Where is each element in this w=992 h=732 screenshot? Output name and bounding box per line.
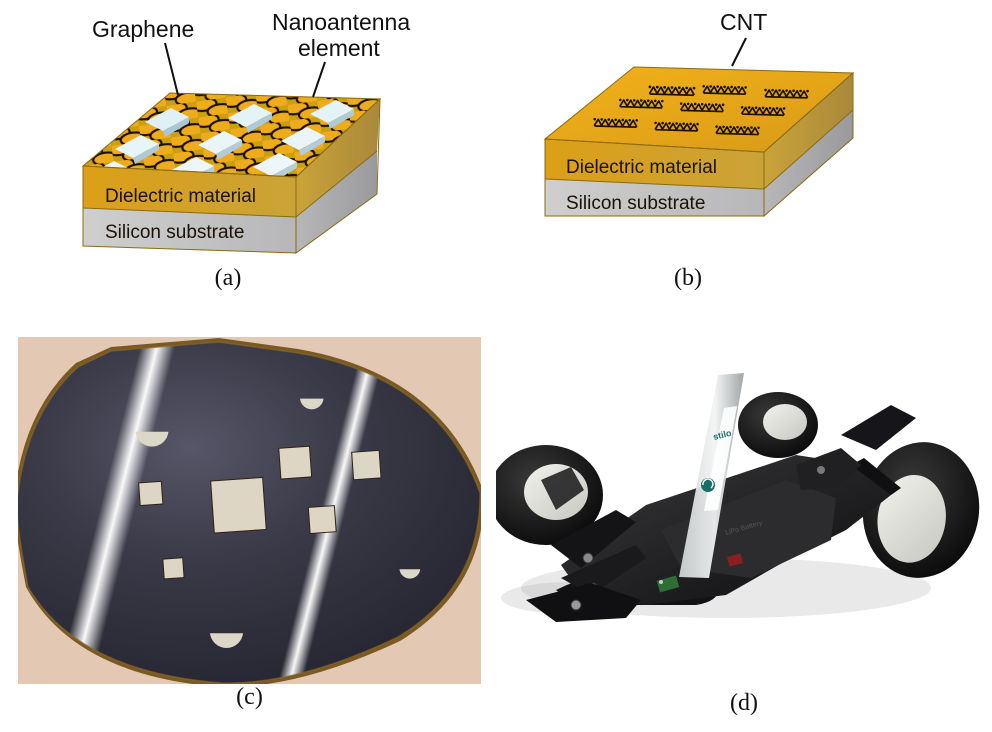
svg-text:Nanoantenna: Nanoantenna: [272, 9, 410, 35]
svg-text:(d): (d): [730, 690, 758, 716]
svg-text:Dielectric material: Dielectric material: [105, 186, 256, 207]
svg-text:(b): (b): [674, 265, 702, 291]
svg-text:Silicon substrate: Silicon substrate: [105, 222, 244, 243]
svg-text:element: element: [298, 35, 380, 61]
svg-text:Dielectric material: Dielectric material: [566, 157, 717, 178]
svg-text:CNT: CNT: [720, 9, 767, 35]
svg-text:Graphene: Graphene: [92, 16, 194, 42]
svg-text:Silicon substrate: Silicon substrate: [566, 193, 705, 214]
svg-text:(a): (a): [215, 265, 242, 291]
